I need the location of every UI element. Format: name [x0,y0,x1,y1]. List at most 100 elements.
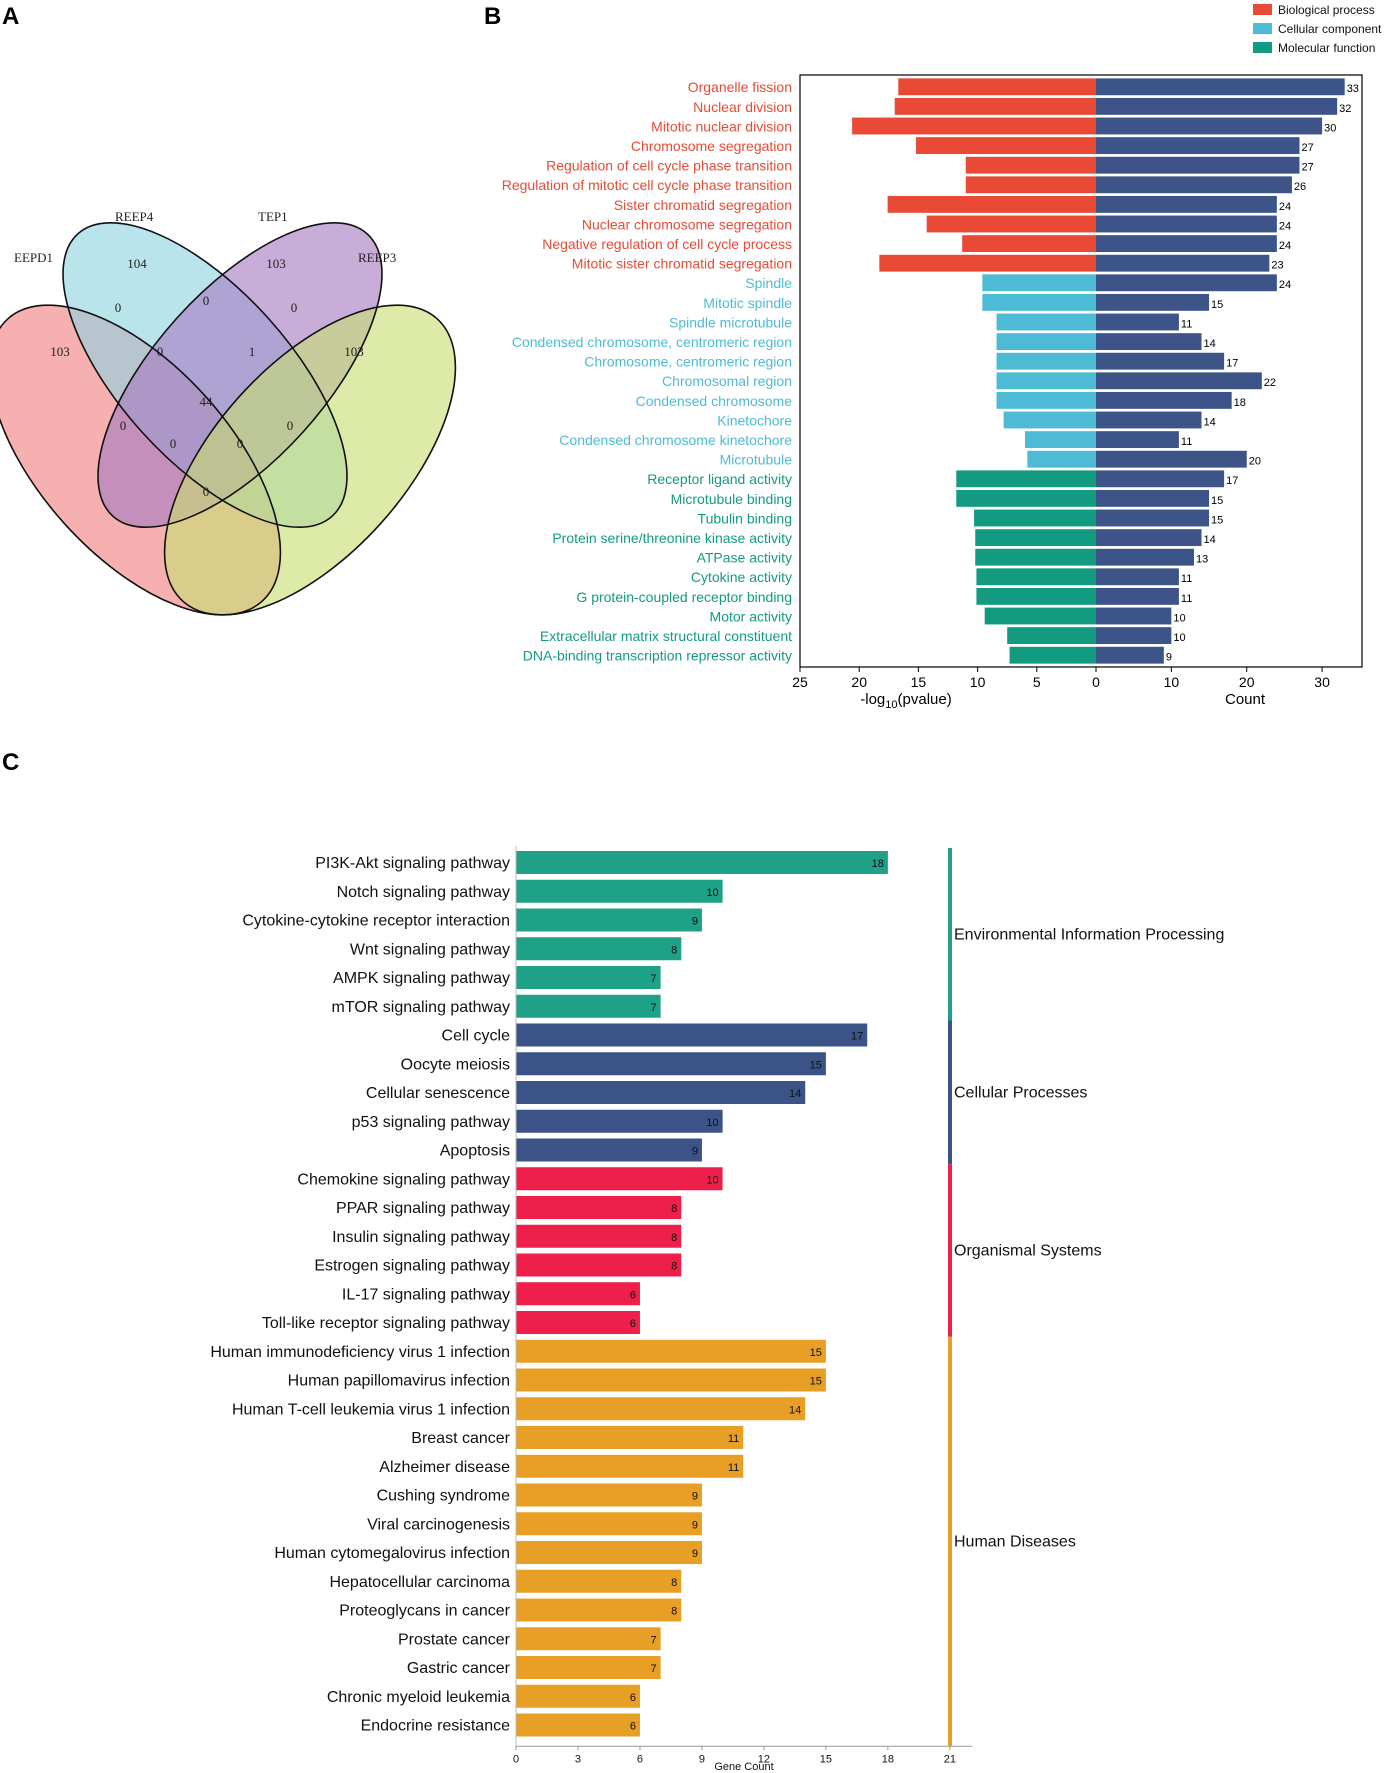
kegg-bar [516,1196,682,1219]
go-pvalue-bar [962,235,1096,253]
kegg-bars: 18 PI3K-Akt signaling pathway 10 Notch sign… [210,851,888,1737]
kegg-tick-label: 6 [637,1753,643,1765]
go-term-label: Cytokine activity [691,569,792,585]
go-term-label: DNA-binding transcription repressor acti… [523,648,792,664]
go-count-label: 24 [1279,279,1291,291]
go-term-label: Microtubule binding [671,491,792,507]
go-term-label: Extracellular matrix structural constitu… [540,628,792,644]
kegg-value-label: 10 [706,1117,718,1129]
go-pvalue-bar [1009,646,1096,664]
kegg-bar [516,879,723,903]
kegg-pathway-label: Apoptosis [440,1143,510,1160]
kegg-bar [516,1483,702,1507]
kegg-value-label: 9 [692,1491,698,1503]
go-count-label: 10 [1173,612,1185,624]
kegg-value-label: 17 [851,1031,863,1043]
legend-label-biological-process: Biological process [1278,3,1375,17]
go-term-label: Mitotic sister chromatid segregation [572,256,792,272]
kegg-value-label: 9 [692,1146,698,1158]
kegg-value-label: 15 [810,1059,822,1071]
go-pvalue-bar [976,587,1096,605]
go-pvalue-bar [975,529,1096,547]
kegg-value-label: 10 [706,887,718,899]
go-term-label: Sister chromatid segregation [614,197,792,213]
go-count-label: 11 [1181,436,1192,448]
kegg-bar [516,1713,640,1737]
go-left-tick-label: 20 [851,674,867,690]
go-left-tick-label: 0 [1092,674,1100,690]
go-pvalue-bar [956,470,1096,488]
kegg-pathway-label: Human papillomavirus infection [288,1373,510,1390]
go-count-bar [1096,450,1247,468]
go-pvalue-bar [852,117,1096,135]
go-count-label: 32 [1339,103,1351,115]
go-count-bar [1096,411,1202,429]
venn-value-acd: 0 [170,436,177,451]
kegg-tick-label: 18 [882,1753,894,1765]
kegg-bar [516,966,661,989]
go-term-label: Protein serine/threonine kinase activity [552,530,792,546]
venn-value-bcd: 1 [249,344,256,359]
go-term-label: Negative regulation of cell cycle proces… [542,236,792,252]
go-count-label: 23 [1271,260,1283,272]
kegg-category-human-diseases: Human Diseases [954,1534,1076,1551]
kegg-value-label: 15 [810,1347,822,1359]
go-pvalue-bar [1027,450,1096,468]
kegg-value-label: 7 [650,1634,656,1646]
kegg-bar [516,1253,682,1277]
kegg-bar [516,1512,702,1536]
kegg-pathway-label: PI3K-Akt signaling pathway [315,855,510,872]
go-term-label: Condensed chromosome [636,393,793,409]
kegg-pathway-label: Prostate cancer [398,1631,511,1648]
go-pvalue-bar [965,176,1096,194]
kegg-pathway-label: Human cytomegalovirus infection [274,1545,510,1562]
kegg-bar [516,851,888,874]
go-count-bar [1096,97,1338,115]
kegg-pathway-label: Estrogen signaling pathway [314,1258,510,1275]
kegg-bar [516,1684,640,1708]
go-pvalue-bar [956,489,1096,507]
go-pvalue-bar [996,333,1096,351]
go-enrichment-chart: Biological process Cellular component Mole… [502,3,1382,711]
go-term-label: Spindle [745,275,792,291]
kegg-bar [516,1081,806,1104]
go-pvalue-bar [926,215,1096,233]
kegg-pathway-label: Human immunodeficiency virus 1 infection [210,1344,510,1361]
kegg-value-label: 6 [630,1289,636,1301]
go-count-bar [1096,254,1270,272]
go-pvalue-bar [965,156,1096,174]
panel-letter-c: C [2,749,19,776]
go-pvalue-bar [879,254,1096,272]
kegg-pathway-label: AMPK signaling pathway [333,970,510,987]
kegg-tick-label: 21 [944,1753,956,1765]
go-count-bar [1096,548,1194,566]
kegg-value-label: 9 [692,1548,698,1560]
kegg-pathway-label: IL-17 signaling pathway [342,1286,510,1303]
kegg-tick-label: 0 [513,1753,519,1765]
go-count-label: 26 [1294,181,1306,193]
go-pvalue-bar [1024,431,1096,449]
kegg-category-cellular-processes: Cellular Processes [954,1084,1087,1101]
go-pvalue-bar [1007,627,1096,645]
go-pvalue-bar [982,293,1096,311]
go-count-bar [1096,489,1210,507]
kegg-bar [516,1109,723,1133]
kegg-value-label: 11 [728,1462,739,1474]
venn-value-abcd: 44 [200,394,214,409]
kegg-pathway-label: Notch signaling pathway [337,884,510,901]
go-count-label: 22 [1264,377,1276,389]
go-pvalue-bar [975,548,1096,566]
go-count-label: 24 [1279,201,1291,213]
go-pvalue-bar [982,274,1096,292]
kegg-pathway-label: Cytokine-cytokine receptor interaction [242,913,510,930]
go-left-tick-label: 5 [1033,674,1041,690]
go-pvalue-bar [996,372,1096,390]
go-left-tick-label: 10 [970,674,986,690]
go-term-label: Regulation of cell cycle phase transitio… [546,158,792,174]
go-count-bar [1096,627,1172,645]
go-count-label: 17 [1226,358,1238,370]
go-count-bar [1096,274,1277,292]
venn-value-abd: 0 [237,436,244,451]
kegg-bar [516,1656,661,1679]
